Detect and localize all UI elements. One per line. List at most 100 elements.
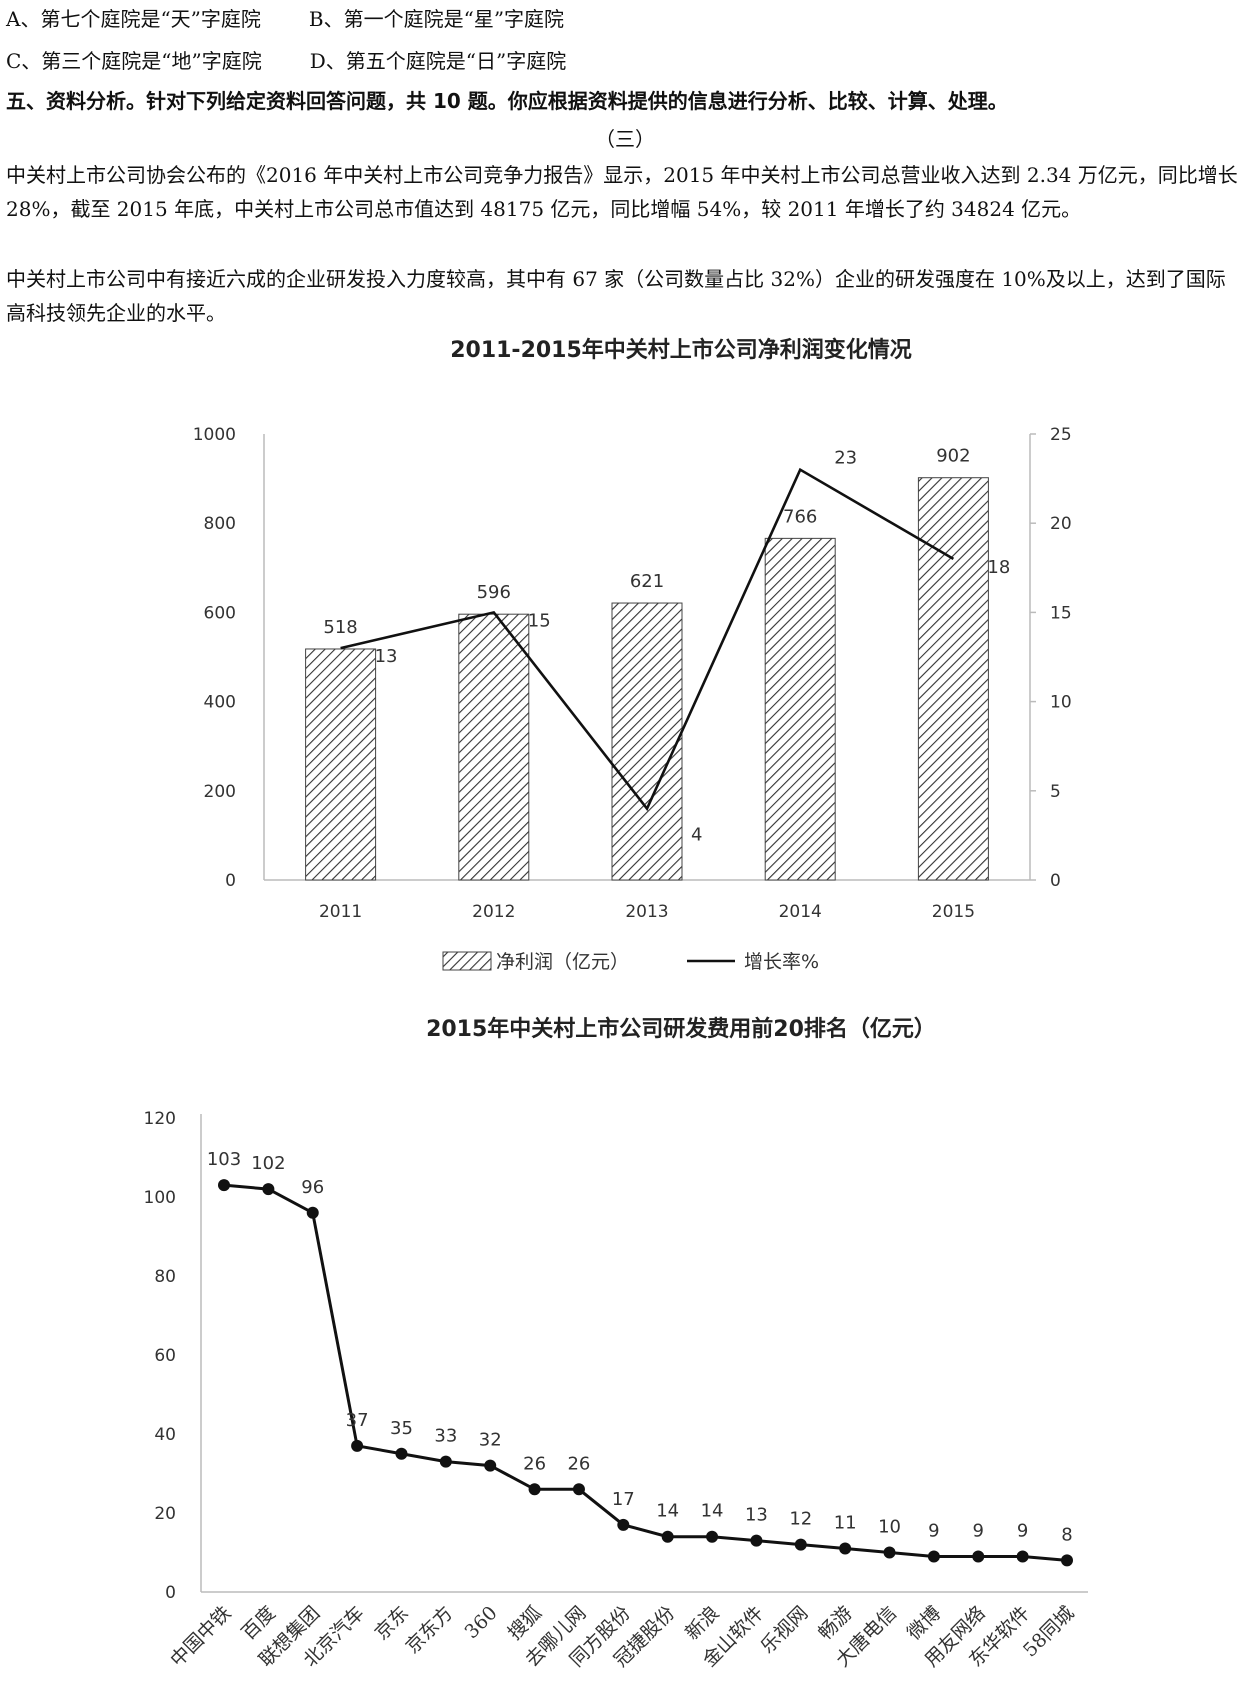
chart2-point: [528, 1483, 541, 1496]
chart1-y-tick-label: 600: [204, 603, 236, 623]
chart2-line: [223, 1183, 1068, 1562]
chart2-point-label: 103: [207, 1149, 241, 1170]
rd-expense-chart: 2015年中关村上市公司研发费用前20排名（亿元） 0 20 40 60 80 100 12…: [144, 1016, 1088, 1671]
chart2-point: [794, 1538, 807, 1551]
chart2-y-tick-label: 100: [144, 1188, 176, 1208]
chart2-point-label: 37: [346, 1410, 369, 1431]
chart2-y-tick-label: 40: [154, 1425, 176, 1445]
chart1-bar-label: 518: [323, 617, 357, 638]
chart2-x-tick-label: 乐视网: [756, 1602, 812, 1658]
chart2-point-label: 10: [878, 1517, 901, 1538]
chart2-point: [395, 1447, 408, 1460]
chart1-y2-tick-label: 0: [1050, 871, 1061, 891]
chart1-y2-tick-label: 15: [1050, 603, 1072, 623]
option-line-1: A、第七个庭院是“天”字庭院 B、第一个庭院是“星”字庭院: [6, 4, 564, 34]
chart2-point-label: 33: [434, 1426, 457, 1447]
chart1-y2-tick-label: 25: [1050, 425, 1072, 445]
chart2-point: [351, 1439, 364, 1452]
chart1-rate-label: 23: [834, 448, 857, 469]
chart2-x-tick-label: 中国中铁: [166, 1602, 235, 1671]
chart2-point-label: 14: [656, 1501, 679, 1522]
chart1-title: 2011-2015年中关村上市公司净利润变化情况: [450, 337, 912, 363]
chart2-y-tick-label: 0: [165, 1583, 176, 1603]
paragraph-1: 中关村上市公司协会公布的《2016 年中关村上市公司竞争力报告》显示，2015 …: [6, 163, 1238, 221]
chart1-growth-line: [340, 467, 955, 812]
chart1-bar: [611, 602, 683, 881]
chart1-x-tick-label: 2015: [932, 902, 975, 922]
chart1-legend-bar-swatch: [442, 951, 492, 971]
chart1-y-tick-label: 0: [225, 871, 236, 891]
passage-number: （三）: [595, 127, 655, 151]
chart2-point: [927, 1550, 940, 1563]
chart1-bar-label: 766: [783, 506, 817, 527]
chart2-point: [439, 1455, 452, 1468]
chart1-y-tick-label: 400: [204, 693, 236, 713]
chart2-point: [839, 1542, 852, 1555]
chart2-point-label: 13: [745, 1505, 768, 1526]
chart2-point: [1061, 1554, 1073, 1567]
chart2-point: [306, 1206, 319, 1219]
chart1-y2-tick-label: 20: [1050, 514, 1072, 534]
chart1-x-tick-label: 2012: [472, 902, 515, 922]
option-b: B、第一个庭院是“星”字庭院: [308, 7, 565, 31]
chart1-bar-label: 621: [630, 571, 664, 592]
chart2-point: [262, 1183, 275, 1196]
chart1-bar: [458, 613, 530, 881]
chart1-bar: [305, 648, 377, 881]
chart1-y2-tick-label: 5: [1050, 782, 1061, 802]
chart2-point-label: 102: [251, 1153, 285, 1174]
chart2-point-label: 17: [612, 1489, 635, 1510]
chart2-point-label: 14: [701, 1501, 724, 1522]
chart2-y-tick-label: 120: [144, 1109, 176, 1129]
chart2-point-label: 26: [567, 1453, 590, 1474]
chart2-point: [484, 1459, 497, 1472]
chart2-point-label: 9: [1017, 1520, 1028, 1541]
chart2-point-label: 35: [390, 1418, 413, 1439]
chart2-point: [972, 1550, 985, 1563]
chart1-bar: [764, 537, 836, 881]
chart1-y2-tick-label: 10: [1050, 693, 1072, 713]
chart1-legend-bar-label: 净利润（亿元）: [496, 951, 629, 973]
chart1-bar: [917, 477, 989, 881]
chart1-rate-label: 13: [375, 646, 398, 667]
chart1-y-tick-label: 200: [204, 782, 236, 802]
chart2-title: 2015年中关村上市公司研发费用前20排名（亿元）: [426, 1016, 936, 1042]
chart2-point: [572, 1483, 585, 1496]
chart1-rate-label: 15: [528, 610, 551, 631]
chart2-point-label: 8: [1061, 1524, 1072, 1545]
chart2-point: [883, 1546, 896, 1559]
chart2-y-tick-label: 20: [154, 1504, 176, 1524]
chart1-rate-label: 4: [691, 825, 702, 846]
chart2-x-tick-label: 58同城: [1019, 1602, 1079, 1662]
chart2-point-label: 26: [523, 1453, 546, 1474]
chart2-x-tick-label: 京东方: [402, 1602, 458, 1658]
chart2-point: [218, 1179, 230, 1192]
paragraph-2: 中关村上市公司中有接近六成的企业研发投入力度较高，其中有 67 家（公司数量占比…: [6, 267, 1226, 325]
option-c: C、第三个庭院是“地”字庭院: [6, 49, 262, 73]
chart2-point: [661, 1530, 674, 1543]
chart1-rate-label: 18: [987, 557, 1010, 578]
chart2-point-label: 12: [789, 1509, 812, 1530]
chart2-point: [706, 1530, 719, 1543]
net-profit-chart: 2011-2015年中关村上市公司净利润变化情况 020040060080010…: [193, 337, 1072, 973]
chart1-x-tick-label: 2011: [319, 902, 362, 922]
chart1-bar-label: 596: [477, 582, 511, 603]
section-heading: 五、资料分析。针对下列给定资料回答问题，共 10 题。你应根据资料提供的信息进行…: [6, 89, 1008, 113]
chart1-legend-line-label: 增长率%: [744, 951, 819, 973]
chart2-y-tick-label: 60: [154, 1346, 176, 1366]
chart1-x-tick-label: 2014: [779, 902, 822, 922]
chart2-y-tick-label: 80: [154, 1267, 176, 1287]
option-a: A、第七个庭院是“天”字庭院: [6, 7, 261, 31]
chart1-y-tick-label: 1000: [193, 425, 236, 445]
chart2-x-tick-label: 360: [461, 1602, 502, 1643]
chart2-point-label: 96: [301, 1177, 324, 1198]
option-d: D、第五个庭院是“日”字庭院: [309, 49, 567, 73]
option-line-2: C、第三个庭院是“地”字庭院 D、第五个庭院是“日”字庭院: [6, 46, 566, 76]
chart2-point-label: 9: [928, 1520, 939, 1541]
chart2-point-label: 32: [479, 1430, 502, 1451]
chart1-x-tick-label: 2013: [625, 902, 668, 922]
chart2-point-label: 11: [834, 1513, 857, 1534]
chart1-bar-label: 902: [936, 446, 970, 467]
chart2-point-label: 9: [973, 1520, 984, 1541]
chart2-point: [617, 1518, 630, 1531]
